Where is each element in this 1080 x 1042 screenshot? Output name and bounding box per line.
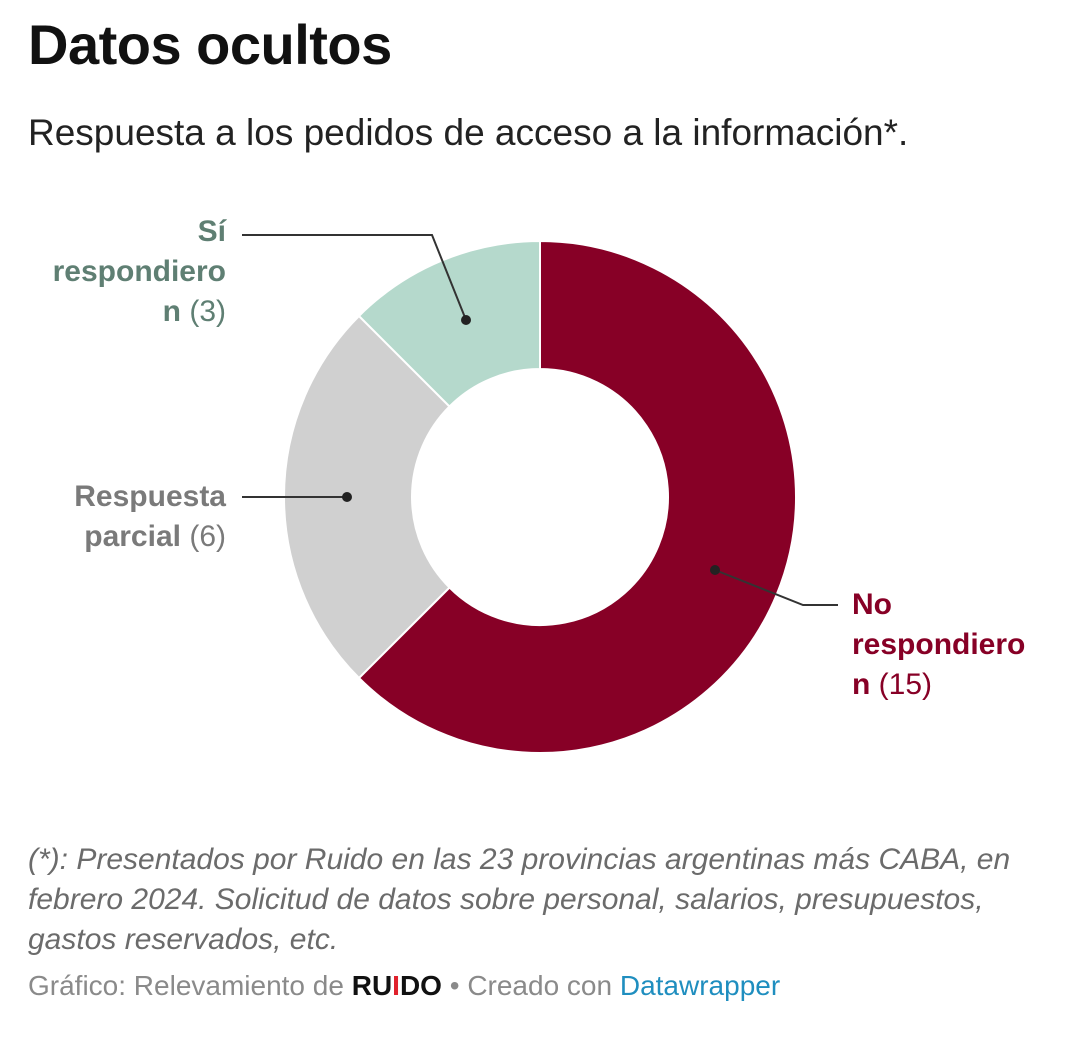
donut-slices xyxy=(283,239,797,754)
label-si-respondieron: Sí respondiero n (3) xyxy=(30,212,226,332)
label-si-name-2: respondiero xyxy=(52,255,226,288)
leader-lines xyxy=(242,234,838,606)
label-no-name-3: n xyxy=(852,668,871,701)
label-no-name-1: No xyxy=(852,588,892,621)
leader-dot-2 xyxy=(461,315,471,325)
label-parcial-count: (6) xyxy=(189,520,226,553)
label-si-count: (3) xyxy=(189,295,226,328)
chart-subtitle: Respuesta a los pedidos de acceso a la i… xyxy=(28,112,909,153)
leader-dot-0 xyxy=(710,565,720,575)
label-si-name-3: n xyxy=(162,295,181,328)
label-parcial-name-2: parcial xyxy=(84,520,181,553)
slice-respuesta-parcial xyxy=(283,314,451,680)
label-parcial-name-1: Respuesta xyxy=(74,480,226,513)
slice-no-respondieron xyxy=(357,239,797,754)
leader-line-2 xyxy=(242,234,467,321)
label-no-respondieron: No respondiero n (15) xyxy=(852,585,1052,705)
footer-prefix: Gráfico: Relevamiento de xyxy=(28,970,352,1001)
datawrapper-link[interactable]: Datawrapper xyxy=(619,970,781,1001)
label-no-count: (15) xyxy=(878,668,933,701)
source-footer: Gráfico: Relevamiento de RUIDO • Creado … xyxy=(28,970,780,1002)
footer-separator: • Creado con xyxy=(441,970,620,1001)
slice-s-respondieron xyxy=(357,239,541,408)
leader-line-0 xyxy=(714,569,838,606)
label-si-name-1: Sí xyxy=(197,215,226,248)
chart-title: Datos ocultos xyxy=(28,13,392,76)
label-respuesta-parcial: Respuesta parcial (6) xyxy=(30,477,226,557)
leader-dot-1 xyxy=(342,492,352,502)
ruido-logo: RUIDO xyxy=(351,970,442,1001)
footnote: (*): Presentados por Ruido en las 23 pro… xyxy=(28,843,1011,956)
donut-chart xyxy=(242,234,838,754)
label-no-name-2: respondiero xyxy=(852,628,1026,661)
